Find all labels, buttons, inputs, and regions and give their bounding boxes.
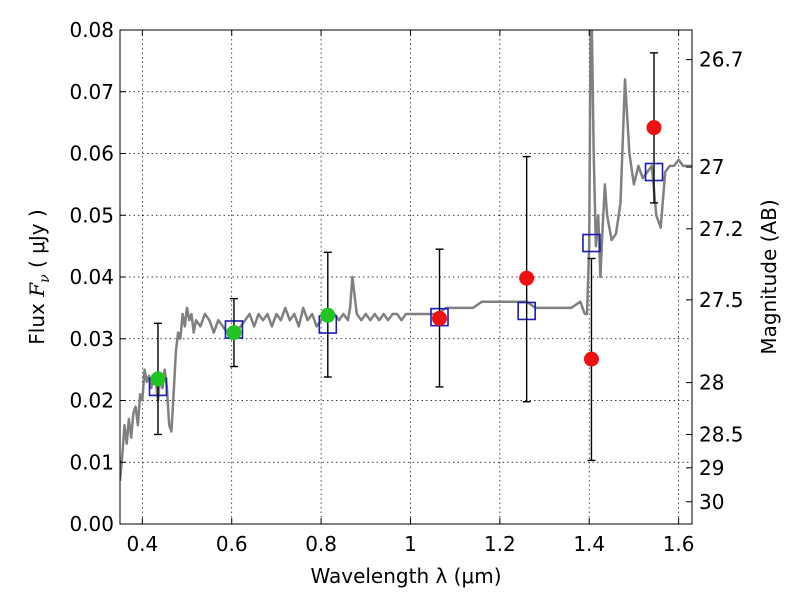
- y-axis-label-symbol: F: [25, 282, 49, 298]
- y-axis-label-subscript: ν: [37, 274, 53, 283]
- photometry-point: [519, 270, 535, 286]
- x-tick-label: 0.8: [305, 532, 337, 556]
- axis-ticks: 0.4 0.6 0.8 1 1.2 1.4 1.6 0.00 0.01 0.02 0.03 0.04 0…: [69, 18, 743, 556]
- y-axis-label-prefix: Flux: [25, 297, 49, 345]
- photometry-point: [150, 371, 166, 387]
- x-tick-label: 1.2: [484, 532, 516, 556]
- y2-tick-label: 28.5: [699, 422, 744, 446]
- x-tick-label: 0.6: [216, 532, 248, 556]
- y2-tick-label: 29: [699, 456, 724, 480]
- photometry-point: [646, 120, 662, 136]
- model-square-marker: [582, 233, 601, 253]
- y2-axis-label: Magnitude (AB): [757, 199, 781, 354]
- y2-tick-label: 27.2: [699, 217, 744, 241]
- y-tick-label: 0.01: [69, 450, 114, 474]
- y-tick-label: 0.08: [69, 18, 114, 42]
- x-tick-label: 1: [404, 532, 417, 556]
- y2-tick-label: 30: [699, 490, 724, 514]
- photometry-point: [320, 307, 336, 323]
- y2-tick-label: 27: [699, 155, 724, 179]
- y-tick-label: 0.07: [69, 80, 114, 104]
- y-axis-label: Flux Fν ( μJy ): [25, 209, 53, 344]
- x-tick-label: 0.4: [126, 532, 158, 556]
- x-tick-label: 1.6: [663, 532, 695, 556]
- x-axis-label: Wavelength λ (μm): [310, 564, 501, 588]
- y-tick-label: 0.04: [69, 265, 114, 289]
- photometry-point: [583, 351, 599, 367]
- y2-tick-label: 27.5: [699, 288, 744, 312]
- y-tick-label: 0.03: [69, 327, 114, 351]
- photometry-point: [432, 310, 448, 326]
- plot-area: [120, 30, 692, 481]
- spectrum-line: [120, 30, 692, 481]
- y2-tick-label: 28: [699, 371, 724, 395]
- y2-tick-label: 26.7: [699, 48, 744, 72]
- grid-lines: [120, 30, 692, 524]
- y-tick-label: 0.02: [69, 389, 114, 413]
- x-tick-label: 1.4: [573, 532, 605, 556]
- y-tick-label: 0.00: [69, 512, 114, 536]
- y-axis-label-suffix: ( μJy ): [25, 209, 49, 274]
- y-tick-label: 0.05: [69, 203, 114, 227]
- photometry-point: [226, 325, 242, 341]
- y-tick-label: 0.06: [69, 142, 114, 166]
